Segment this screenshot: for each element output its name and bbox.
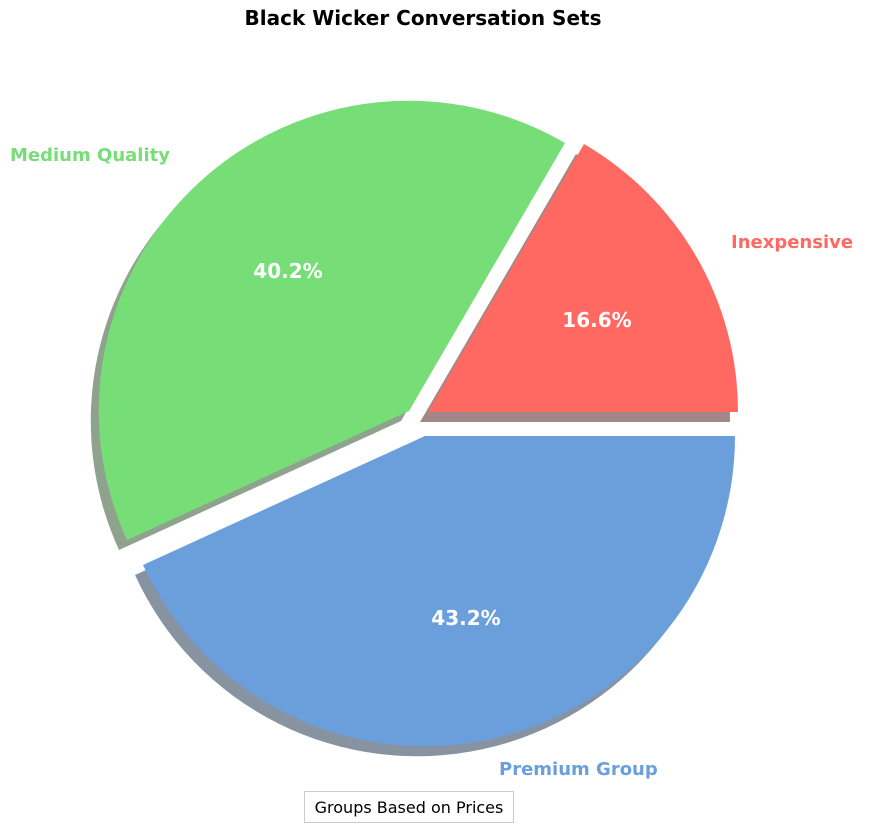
slice-percent-premium-group: 43.2% — [431, 606, 501, 630]
label-premium-group: Premium Group — [499, 759, 658, 780]
slice-percent-medium-quality: 40.2% — [253, 259, 323, 283]
legend-title: Groups Based on Prices — [314, 797, 504, 817]
label-inexpensive: Inexpensive — [731, 232, 854, 253]
slice-inexpensive[interactable] — [428, 144, 739, 412]
slice-medium-quality[interactable] — [98, 100, 565, 540]
slice-percent-inexpensive: 16.6% — [562, 308, 632, 332]
slice-premium-group[interactable] — [143, 436, 736, 747]
legend: Groups Based on Prices — [304, 791, 514, 823]
chart-title: Black Wicker Conversation Sets — [244, 6, 602, 30]
label-medium-quality: Medium Quality — [10, 145, 170, 166]
